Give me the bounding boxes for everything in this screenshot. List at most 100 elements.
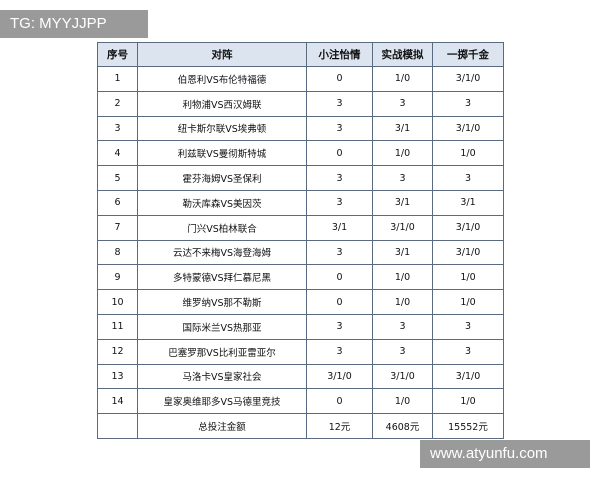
table-row: 13 马洛卡VS皇家社会 3/1/0 3/1/0 3/1/0 [97,363,504,390]
table-cell: 13 [97,363,138,390]
table-cell: 12 [97,338,138,365]
table-cell: 3/1/0 [432,363,504,390]
watermark: TG: MYYJJPP [0,10,148,38]
table-cell: 0 [306,264,373,291]
table-cell: 马洛卡VS皇家社会 [137,363,307,390]
table-cell: 3 [372,165,433,191]
table-cell: 勒沃库森VS美因茨 [137,189,307,216]
table-cell: 5 [97,165,138,191]
header-cell: 序号 [97,42,138,67]
total-value: 4608元 [372,413,433,439]
header-cell: 对阵 [137,42,307,67]
table-cell: 1/0 [372,289,433,315]
table-cell: 0 [306,66,373,92]
table-cell: 3/1 [372,189,433,216]
table-cell: 利兹联VS曼彻斯特城 [137,140,307,167]
table-cell: 3/1/0 [372,214,433,241]
table-cell: 皇家奥维耶多VS马德里竞技 [137,388,307,415]
watermark: www.atyunfu.com [420,440,590,468]
table-cell: 6 [97,189,138,216]
table-cell: 3 [372,338,433,365]
table-cell: 国际米兰VS热那亚 [137,313,307,340]
table-cell: 0 [306,388,373,415]
table-cell: 3 [372,313,433,340]
table-cell: 3/1/0 [372,363,433,390]
table-cell: 3 [97,115,138,142]
table-row: 4 利兹联VS曼彻斯特城 0 1/0 1/0 [97,140,504,167]
table-cell: 1/0 [432,388,504,415]
table-row: 6 勒沃库森VS美因茨 3 3/1 3/1 [97,189,504,216]
table-cell: 14 [97,388,138,415]
table-cell: 3 [306,338,373,365]
table-cell: 0 [306,289,373,315]
table-cell: 3 [432,313,504,340]
total-value: 15552元 [432,413,504,439]
table-cell: 1/0 [372,264,433,291]
table-cell [97,413,138,439]
total-value: 12元 [306,413,373,439]
table-body: 1 伯恩利VS布伦特福德 0 1/0 3/1/0 2 利物浦VS西汉姆联 3 3 3 3 纽卡斯尔联V… [97,66,504,439]
table-cell: 11 [97,313,138,340]
table-row: 5 霍芬海姆VS圣保利 3 3 3 [97,165,504,191]
table-cell: 霍芬海姆VS圣保利 [137,165,307,191]
table-cell: 8 [97,239,138,266]
table-cell: 3 [306,239,373,266]
table-cell: 1/0 [372,66,433,92]
table-cell: 纽卡斯尔联VS埃弗顿 [137,115,307,142]
table-cell: 3/1/0 [432,115,504,142]
table-cell: 门兴VS柏林联合 [137,214,307,241]
table-cell: 10 [97,289,138,315]
table-cell: 3 [306,313,373,340]
table-cell: 3/1 [372,239,433,266]
table-cell: 3 [306,165,373,191]
table-cell: 7 [97,214,138,241]
table-cell: 维罗纳VS那不勒斯 [137,289,307,315]
table-cell: 3/1 [372,115,433,142]
table-row: 10 维罗纳VS那不勒斯 0 1/0 1/0 [97,289,504,315]
table-cell: 1 [97,66,138,92]
table-cell: 3 [432,90,504,117]
table-cell: 0 [306,140,373,167]
table-cell: 3 [432,165,504,191]
table-cell: 3 [306,115,373,142]
betting-table: 序号 对阵 小注怡情 实战模拟 一掷千金 1 伯恩利VS布伦特福德 0 1/0 3/1/0 2 利物… [97,42,504,439]
table-cell: 3/1/0 [432,239,504,266]
table-cell: 3/1/0 [306,363,373,390]
table-row: 14 皇家奥维耶多VS马德里竞技 0 1/0 1/0 [97,388,504,415]
table-cell: 巴塞罗那VS比利亚雷亚尔 [137,338,307,365]
table-cell: 3 [306,90,373,117]
header-cell: 一掷千金 [432,42,504,67]
table-cell: 3/1/0 [432,66,504,92]
table-row: 11 国际米兰VS热那亚 3 3 3 [97,313,504,340]
table-cell: 3/1 [306,214,373,241]
table-cell: 4 [97,140,138,167]
table-cell: 3 [306,189,373,216]
table-cell: 1/0 [432,289,504,315]
total-row: 总投注金额 12元 4608元 15552元 [97,413,504,439]
table-cell: 1/0 [432,140,504,167]
table-cell: 利物浦VS西汉姆联 [137,90,307,117]
table-row: 9 多特蒙德VS拜仁慕尼黑 0 1/0 1/0 [97,264,504,291]
table-row: 7 门兴VS柏林联合 3/1 3/1/0 3/1/0 [97,214,504,241]
table-row: 8 云达不来梅VS海登海姆 3 3/1 3/1/0 [97,239,504,266]
table-row: 3 纽卡斯尔联VS埃弗顿 3 3/1 3/1/0 [97,115,504,142]
table-cell: 伯恩利VS布伦特福德 [137,66,307,92]
header-row: 序号 对阵 小注怡情 实战模拟 一掷千金 [97,42,504,67]
table-cell: 3/1/0 [432,214,504,241]
header-cell: 实战模拟 [372,42,433,67]
table-cell: 2 [97,90,138,117]
table-cell: 云达不来梅VS海登海姆 [137,239,307,266]
table-cell: 1/0 [372,140,433,167]
table-cell: 9 [97,264,138,291]
table-row: 2 利物浦VS西汉姆联 3 3 3 [97,90,504,117]
table-row: 1 伯恩利VS布伦特福德 0 1/0 3/1/0 [97,66,504,92]
table-cell: 3 [432,338,504,365]
table-cell: 3/1 [432,189,504,216]
table-cell: 1/0 [372,388,433,415]
table-cell: 3 [372,90,433,117]
table-cell: 1/0 [432,264,504,291]
total-label: 总投注金额 [137,413,307,439]
header-cell: 小注怡情 [306,42,373,67]
table-cell: 多特蒙德VS拜仁慕尼黑 [137,264,307,291]
